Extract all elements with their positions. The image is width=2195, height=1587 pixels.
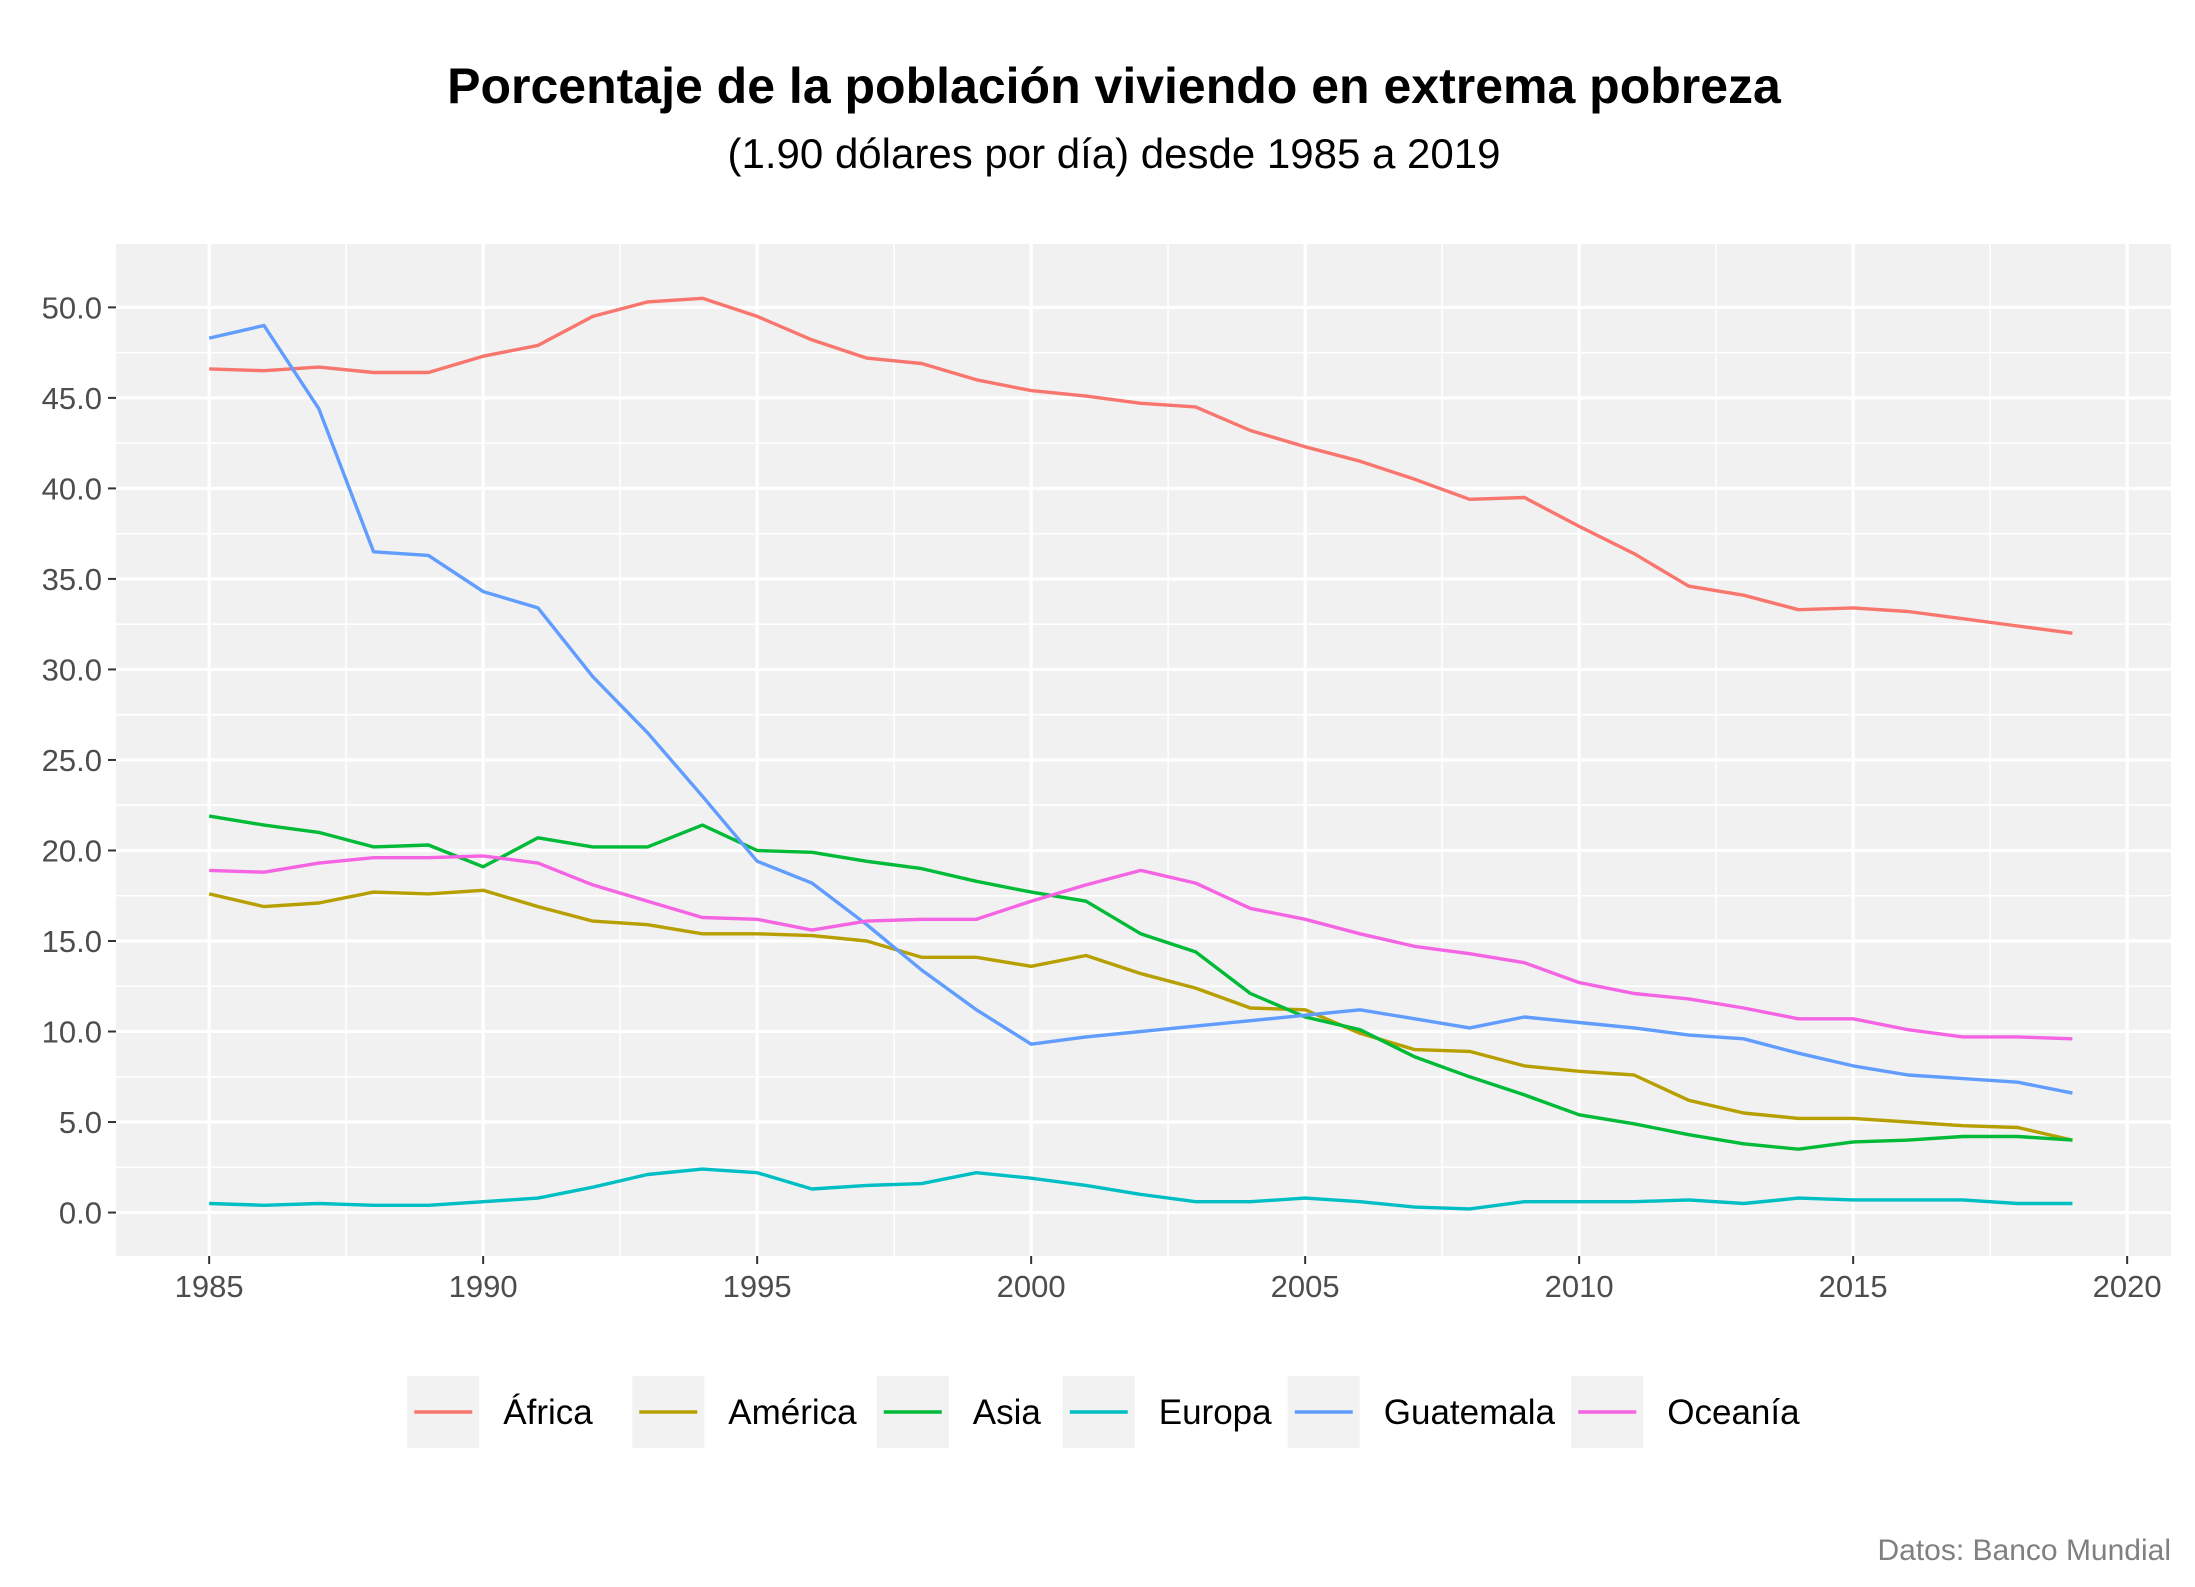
y-tick-label: 40.0 bbox=[42, 471, 102, 506]
y-tick-label: 10.0 bbox=[42, 1015, 102, 1050]
y-tick-label: 30.0 bbox=[42, 652, 102, 687]
axes: 1985 1990 1995 2000 2005 2010 2015 2020 0.0 5.0 10… bbox=[42, 290, 2162, 1304]
series-line bbox=[209, 854, 2073, 1041]
legend: África América Asia Europa Guatemala Oceanía bbox=[407, 1376, 1800, 1448]
chart-title: Porcentaje de la población viviendo en e… bbox=[447, 58, 1782, 114]
legend-label: Guatemala bbox=[1384, 1393, 1556, 1432]
legend-label: América bbox=[728, 1393, 857, 1432]
x-tick-label: 1985 bbox=[175, 1269, 244, 1304]
y-tick-label: 35.0 bbox=[42, 562, 102, 597]
x-tick-label: 1990 bbox=[449, 1269, 518, 1304]
chart-caption: Datos: Banco Mundial bbox=[1878, 1534, 2172, 1567]
y-tick-label: 45.0 bbox=[42, 381, 102, 416]
x-tick-label: 2020 bbox=[2093, 1269, 2162, 1304]
x-tick-label: 2000 bbox=[997, 1269, 1066, 1304]
plot-panel bbox=[116, 244, 2171, 1256]
x-tick-label: 2005 bbox=[1271, 1269, 1340, 1304]
series-line bbox=[208, 323, 2073, 1095]
legend-label: Europa bbox=[1159, 1393, 1272, 1432]
x-tick-label: 1995 bbox=[723, 1269, 792, 1304]
y-tick-label: 20.0 bbox=[42, 833, 102, 868]
series-line bbox=[209, 296, 2073, 635]
x-tick-label: 2015 bbox=[1819, 1269, 1888, 1304]
x-tick-label: 2010 bbox=[1545, 1269, 1614, 1304]
y-tick-label: 15.0 bbox=[42, 924, 102, 959]
grid-lines bbox=[116, 244, 2171, 1256]
legend-label: África bbox=[503, 1393, 593, 1432]
series-line bbox=[208, 888, 2073, 1142]
chart-subtitle: (1.90 dólares por día) desde 1985 a 2019 bbox=[728, 130, 1501, 177]
y-tick-label: 0.0 bbox=[59, 1196, 102, 1231]
series-line bbox=[209, 1167, 2073, 1211]
series-line bbox=[208, 814, 2073, 1151]
y-tick-label: 5.0 bbox=[59, 1105, 102, 1140]
y-tick-label: 50.0 bbox=[42, 290, 102, 325]
legend-label: Oceanía bbox=[1667, 1393, 1800, 1432]
y-tick-label: 25.0 bbox=[42, 743, 102, 778]
series-lines bbox=[208, 296, 2073, 1211]
legend-label: Asia bbox=[973, 1393, 1042, 1432]
